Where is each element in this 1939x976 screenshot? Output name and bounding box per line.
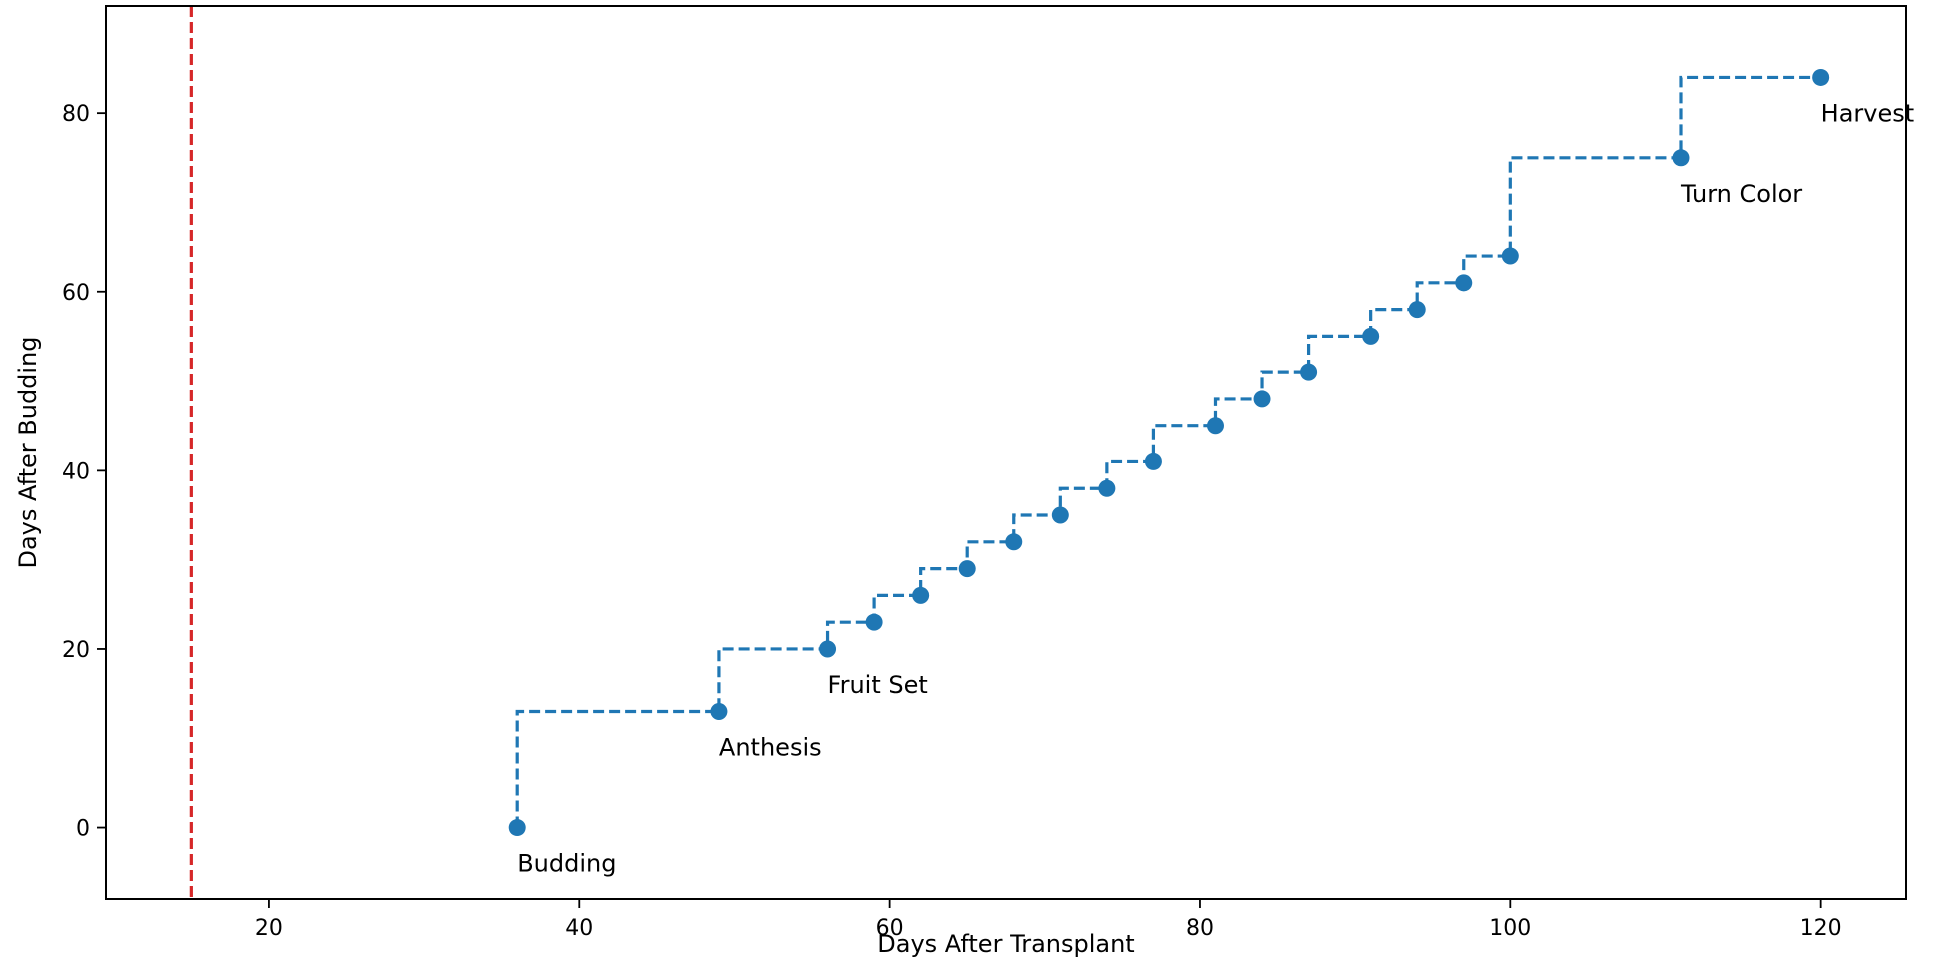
annotation-layer: Budding Anthesis Fruit Set Turn Color Harves… — [517, 99, 1914, 877]
x-axis-label: Days After Transplant — [877, 930, 1134, 958]
annotation-label: Fruit Set — [828, 671, 928, 699]
data-point — [508, 819, 526, 837]
annotation-label: Turn Color — [1680, 180, 1802, 208]
y-tick-label: 80 — [62, 102, 90, 127]
x-tick-label: 40 — [565, 916, 593, 941]
x-tick-label: 20 — [255, 916, 283, 941]
annotation-label: Harvest — [1821, 99, 1915, 127]
data-point — [1051, 506, 1069, 524]
data-point — [1408, 301, 1426, 319]
data-point — [1362, 327, 1380, 345]
data-point — [1300, 363, 1318, 381]
x-tick-label: 120 — [1800, 916, 1842, 941]
axes-layer: 20 40 60 80 100 120 0 20 40 60 80 — [62, 5, 1907, 941]
data-point — [1672, 149, 1690, 167]
x-tick-label: 60 — [876, 916, 904, 941]
data-point — [1098, 479, 1116, 497]
data-point — [1812, 68, 1830, 86]
x-tick-label: 100 — [1489, 916, 1531, 941]
data-point — [958, 560, 976, 578]
data-point — [1501, 247, 1519, 265]
data-point — [819, 640, 837, 658]
series-layer — [508, 68, 1830, 837]
data-point — [1455, 274, 1473, 292]
data-point — [1253, 390, 1271, 408]
data-point — [1005, 533, 1023, 551]
annotation-label: Budding — [517, 850, 616, 878]
y-tick-label: 20 — [62, 638, 90, 663]
data-point — [1144, 452, 1162, 470]
axes-frame — [105, 5, 1907, 900]
y-axis-label: Days After Budding — [14, 336, 42, 568]
y-tick-label: 60 — [62, 281, 90, 306]
annotation-label: Anthesis — [719, 733, 822, 761]
data-point — [710, 702, 728, 720]
y-tick-label: 40 — [62, 459, 90, 484]
y-tick-label: 0 — [76, 817, 90, 842]
data-point — [1206, 417, 1224, 435]
x-tick-label: 80 — [1186, 916, 1214, 941]
data-point — [912, 586, 930, 604]
data-point — [865, 613, 883, 631]
